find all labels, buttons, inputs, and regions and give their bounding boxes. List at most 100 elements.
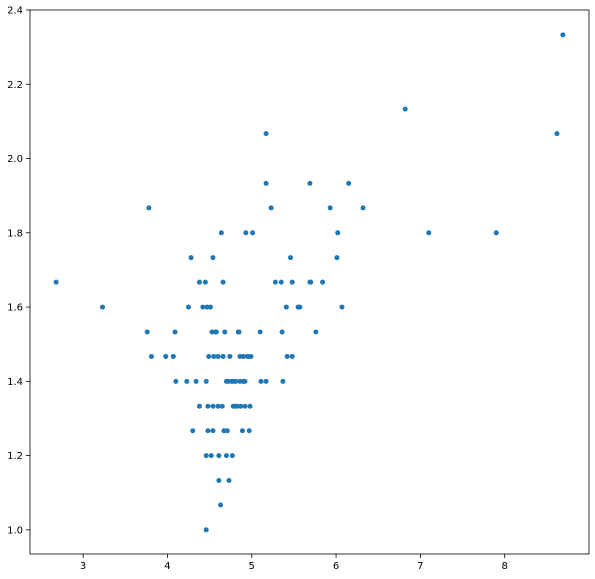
point (233, 378, 239, 384)
point (360, 205, 366, 211)
y-tick-label: 2.2 (7, 80, 23, 91)
point (216, 453, 222, 459)
point (213, 329, 219, 335)
point (193, 378, 199, 384)
point (246, 428, 252, 434)
point (163, 353, 169, 359)
point (205, 428, 211, 434)
point (334, 255, 340, 261)
point (288, 255, 294, 261)
x-tick-label: 6 (333, 561, 339, 572)
point (554, 131, 560, 137)
point (268, 205, 274, 211)
point (215, 403, 221, 409)
point (211, 353, 217, 359)
point (208, 453, 214, 459)
point (289, 279, 295, 285)
point (560, 32, 566, 38)
point (53, 279, 59, 285)
point (216, 477, 222, 483)
point (272, 279, 278, 285)
point (248, 353, 254, 359)
point (207, 304, 213, 310)
point (196, 279, 202, 285)
x-tick-label: 8 (501, 561, 507, 572)
point (339, 304, 345, 310)
y-tick-label: 2.4 (7, 6, 23, 17)
point (203, 453, 209, 459)
point (203, 378, 209, 384)
point (218, 502, 224, 508)
point (173, 378, 179, 384)
point (257, 329, 263, 335)
point (146, 205, 152, 211)
point (263, 180, 269, 186)
point (258, 378, 264, 384)
point (210, 428, 216, 434)
point (240, 353, 246, 359)
point (205, 403, 211, 409)
point (184, 378, 190, 384)
point (220, 353, 226, 359)
point (278, 279, 284, 285)
point (297, 304, 303, 310)
y-tick-label: 1.4 (7, 377, 23, 388)
point (223, 453, 229, 459)
point (327, 205, 333, 211)
point (283, 304, 289, 310)
y-tick-label: 1.6 (7, 303, 23, 314)
x-tick-label: 3 (80, 561, 86, 572)
point (210, 255, 216, 261)
point (100, 304, 106, 310)
point (215, 353, 221, 359)
point (196, 403, 202, 409)
point (263, 131, 269, 137)
point (227, 353, 233, 359)
point (224, 428, 230, 434)
point (284, 353, 290, 359)
point (188, 255, 194, 261)
x-tick-label: 5 (249, 561, 255, 572)
y-tick-label: 2.0 (7, 154, 23, 165)
point (170, 353, 176, 359)
point (320, 279, 326, 285)
point (236, 329, 242, 335)
point (493, 230, 499, 236)
point (226, 477, 232, 483)
point (346, 180, 352, 186)
point (247, 403, 253, 409)
x-tick-label: 4 (164, 561, 170, 572)
point (242, 403, 248, 409)
point (200, 304, 206, 310)
point (250, 230, 256, 236)
point (148, 353, 154, 359)
point (203, 527, 209, 533)
y-tick-label: 1.0 (7, 525, 23, 536)
point (206, 353, 212, 359)
point (220, 279, 226, 285)
x-tick-label: 7 (417, 561, 423, 572)
point (172, 329, 178, 335)
point (190, 428, 196, 434)
point (307, 180, 313, 186)
y-tick-label: 1.8 (7, 228, 23, 239)
point (219, 403, 225, 409)
point (426, 230, 432, 236)
point (289, 353, 295, 359)
point (313, 329, 319, 335)
y-tick-label: 1.2 (7, 451, 23, 462)
point (210, 403, 216, 409)
plot-frame (29, 9, 590, 555)
point (263, 378, 269, 384)
point (239, 428, 245, 434)
point (186, 304, 192, 310)
point (202, 279, 208, 285)
point (279, 329, 285, 335)
point (229, 453, 235, 459)
point (402, 106, 408, 112)
point (218, 230, 224, 236)
point (335, 230, 341, 236)
point (242, 378, 248, 384)
